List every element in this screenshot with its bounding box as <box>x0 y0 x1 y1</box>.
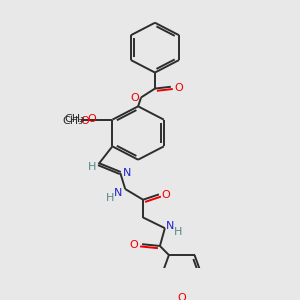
Text: H: H <box>106 193 115 203</box>
Text: N: N <box>114 188 122 198</box>
Text: O: O <box>130 240 139 250</box>
Text: H: H <box>87 162 96 172</box>
Text: O: O <box>81 116 90 126</box>
Text: O: O <box>131 93 140 103</box>
Text: O: O <box>177 292 186 300</box>
Text: O: O <box>174 83 183 93</box>
Text: O: O <box>87 114 96 124</box>
Text: N: N <box>123 168 131 178</box>
Text: H: H <box>174 227 182 237</box>
Text: N: N <box>166 220 174 230</box>
Text: O: O <box>161 190 170 200</box>
Text: CH₃: CH₃ <box>64 114 85 124</box>
Text: CH₃: CH₃ <box>62 116 83 126</box>
